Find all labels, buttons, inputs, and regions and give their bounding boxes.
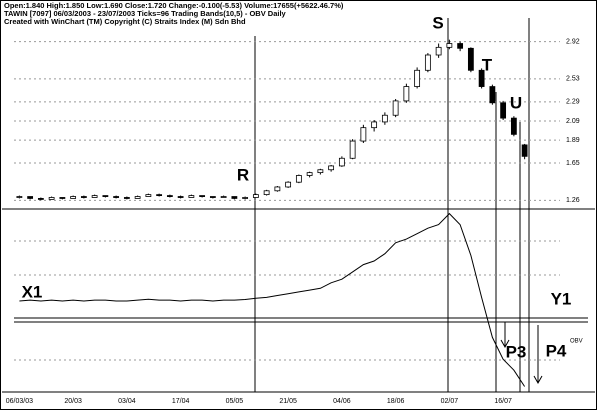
candle-body bbox=[188, 195, 195, 198]
annotation: U bbox=[510, 93, 522, 112]
candle-body bbox=[435, 46, 442, 56]
candle-body bbox=[457, 43, 464, 49]
candle-body bbox=[263, 190, 270, 196]
candle-body bbox=[274, 186, 281, 192]
candle-body bbox=[467, 47, 474, 71]
annotation: X1 bbox=[22, 282, 43, 301]
candle-body bbox=[199, 195, 206, 197]
candle-body bbox=[231, 196, 238, 199]
x-tick-label: 05/05 bbox=[226, 398, 244, 405]
candle-body bbox=[252, 194, 259, 198]
annotation: T bbox=[482, 55, 493, 74]
candle-body bbox=[403, 86, 410, 102]
panel-label: OBV bbox=[570, 339, 583, 345]
candle-body bbox=[349, 140, 356, 159]
x-tick-label: 21/05 bbox=[279, 398, 297, 405]
candle-body bbox=[48, 197, 55, 200]
y-tick-label: 2.53 bbox=[566, 76, 580, 83]
candle-body bbox=[123, 197, 130, 199]
candle-body bbox=[328, 165, 335, 171]
candle-body bbox=[220, 196, 227, 198]
candle-body bbox=[392, 100, 399, 116]
x-tick-label: 16/07 bbox=[494, 398, 512, 405]
annotation: P3 bbox=[506, 342, 527, 361]
x-tick-label: 02/07 bbox=[441, 398, 459, 405]
candle-body bbox=[16, 196, 23, 198]
candle-body bbox=[37, 198, 44, 200]
header-line: Created with WinChart (TM) Copyright (C)… bbox=[4, 17, 246, 26]
candle-body bbox=[91, 195, 98, 198]
candle-body bbox=[414, 69, 421, 87]
x-tick-label: 17/04 bbox=[172, 398, 190, 405]
candle-body bbox=[306, 172, 313, 176]
candle-body bbox=[510, 117, 517, 135]
candle-body bbox=[489, 86, 496, 104]
candle-body bbox=[134, 196, 141, 199]
candle-body bbox=[424, 54, 431, 71]
candle-body bbox=[371, 121, 378, 129]
candle-body bbox=[166, 195, 173, 197]
candle-body bbox=[209, 196, 216, 198]
candle-body bbox=[478, 69, 485, 87]
candle-body bbox=[338, 157, 345, 167]
y-tick-label: 2.29 bbox=[566, 99, 580, 106]
candle-body bbox=[521, 144, 528, 157]
candle-body bbox=[102, 195, 109, 197]
x-tick-label: 20/03 bbox=[64, 398, 82, 405]
y-tick-label: 1.26 bbox=[566, 197, 580, 204]
y-tick-label: 2.92 bbox=[566, 38, 580, 45]
annotation: R bbox=[237, 165, 249, 184]
arrow-head bbox=[500, 339, 510, 349]
candle-body bbox=[156, 194, 163, 197]
candle-body bbox=[446, 43, 453, 48]
candle-body bbox=[113, 196, 120, 198]
candle-body bbox=[285, 181, 292, 188]
candle-body bbox=[360, 127, 367, 142]
candle-body bbox=[500, 102, 507, 119]
x-tick-label: 18/06 bbox=[387, 398, 405, 405]
annotation: S bbox=[432, 13, 443, 32]
candle-body bbox=[70, 196, 77, 199]
x-tick-label: 04/06 bbox=[333, 398, 351, 405]
x-tick-label: 03/04 bbox=[118, 398, 136, 405]
y-tick-label: 1.89 bbox=[566, 137, 580, 144]
annotation: P4 bbox=[546, 341, 567, 360]
candle-body bbox=[59, 197, 66, 199]
arrow-head bbox=[533, 375, 543, 385]
annotation: Y1 bbox=[551, 289, 572, 308]
y-tick-label: 2.09 bbox=[566, 118, 580, 125]
x-tick-label: 06/03/03 bbox=[6, 398, 33, 405]
header-line: TAWIN [7097] 06/03/2003 - 23/07/2003 Tic… bbox=[4, 9, 287, 18]
candle-body bbox=[145, 194, 152, 197]
candle-body bbox=[381, 114, 388, 123]
candle-body bbox=[177, 196, 184, 198]
candle-body bbox=[295, 175, 302, 183]
y-tick-label: 1.65 bbox=[566, 160, 580, 167]
header-line: Open:1.840 High:1.850 Low:1.690 Close:1.… bbox=[4, 1, 344, 10]
candle-body bbox=[242, 197, 249, 199]
candle-body bbox=[80, 196, 87, 198]
candle-body bbox=[317, 169, 324, 174]
obv-line bbox=[19, 212, 526, 387]
candle-body bbox=[27, 196, 34, 199]
